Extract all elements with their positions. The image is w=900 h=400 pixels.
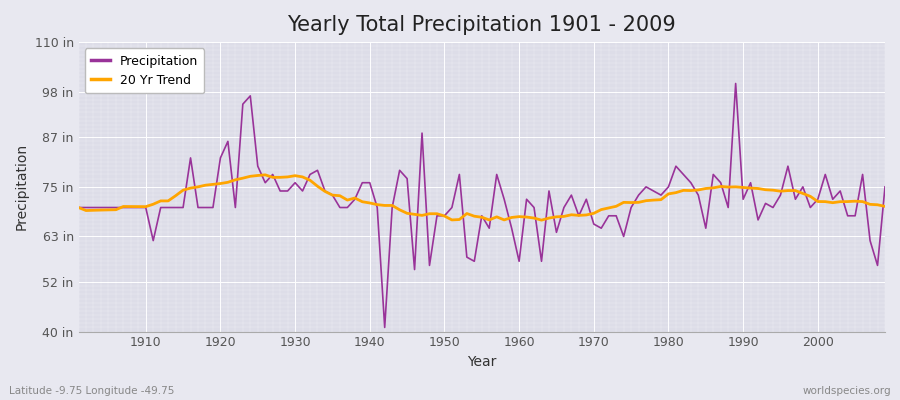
- 20 Yr Trend: [260, 172, 271, 177]
- Line: 20 Yr Trend: 20 Yr Trend: [78, 175, 885, 220]
- Y-axis label: Precipitation: Precipitation: [15, 143, 29, 230]
- 20 Yr Trend: [879, 204, 890, 209]
- 20 Yr Trend: [133, 204, 144, 209]
- Text: Latitude -9.75 Longitude -49.75: Latitude -9.75 Longitude -49.75: [9, 386, 175, 396]
- Text: worldspecies.org: worldspecies.org: [803, 386, 891, 396]
- Precipitation: [379, 325, 390, 330]
- Precipitation: [879, 184, 890, 189]
- Precipitation: [514, 259, 525, 264]
- X-axis label: Year: Year: [467, 355, 497, 369]
- Line: Precipitation: Precipitation: [78, 84, 885, 328]
- Precipitation: [730, 81, 741, 86]
- 20 Yr Trend: [514, 214, 525, 219]
- 20 Yr Trend: [618, 200, 629, 205]
- 20 Yr Trend: [536, 218, 547, 222]
- 20 Yr Trend: [349, 196, 360, 200]
- Precipitation: [73, 205, 84, 210]
- 20 Yr Trend: [73, 205, 84, 210]
- Precipitation: [611, 213, 622, 218]
- Precipitation: [521, 197, 532, 202]
- Title: Yearly Total Precipitation 1901 - 2009: Yearly Total Precipitation 1901 - 2009: [287, 15, 676, 35]
- Precipitation: [342, 205, 353, 210]
- Legend: Precipitation, 20 Yr Trend: Precipitation, 20 Yr Trend: [85, 48, 204, 93]
- 20 Yr Trend: [304, 178, 315, 183]
- Precipitation: [297, 188, 308, 193]
- 20 Yr Trend: [521, 215, 532, 220]
- Precipitation: [133, 205, 144, 210]
